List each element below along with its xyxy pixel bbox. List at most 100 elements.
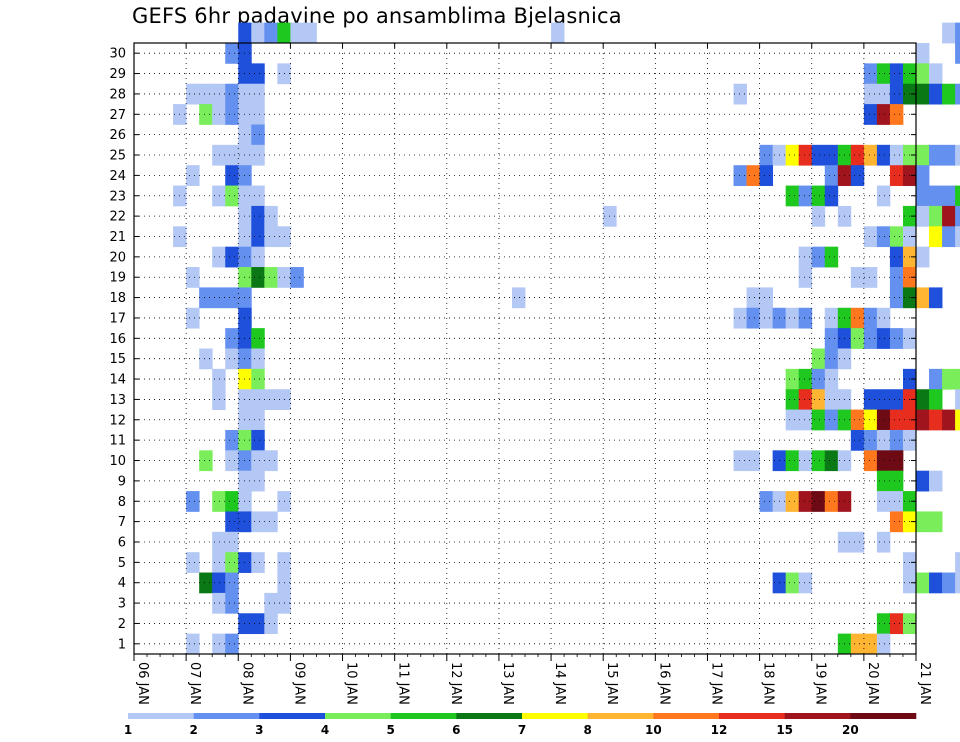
heatmap-cell xyxy=(889,450,904,472)
heatmap-cell xyxy=(251,552,265,573)
heatmap-cell xyxy=(889,389,904,410)
x-tick-label: 11 JAN xyxy=(396,662,411,705)
heatmap-cell xyxy=(824,328,839,349)
x-tick-label: 06 JAN xyxy=(135,662,150,705)
x-tick-label: 21 JAN xyxy=(917,662,932,705)
heatmap-cell xyxy=(824,491,839,512)
heatmap-cell xyxy=(225,552,239,573)
heatmap-cell xyxy=(798,450,813,472)
heatmap-cell xyxy=(811,348,826,370)
heatmap-cell xyxy=(264,613,278,635)
colorbar-label: 5 xyxy=(386,723,394,737)
heatmap-cell xyxy=(225,104,239,125)
heatmap-cell xyxy=(186,307,200,329)
heatmap-cell xyxy=(863,328,878,349)
heatmap-cell xyxy=(785,368,800,390)
heatmap-cell xyxy=(916,470,930,492)
heatmap-cell xyxy=(551,22,565,44)
heatmap-cell xyxy=(916,511,930,533)
heatmap-cell xyxy=(212,552,226,573)
heatmap-cell xyxy=(759,144,774,166)
heatmap-cell xyxy=(929,511,943,533)
heatmap-cell xyxy=(746,165,760,186)
heatmap-cell xyxy=(824,144,839,166)
heatmap-cell xyxy=(955,226,960,248)
heatmap-cell xyxy=(863,409,878,431)
heatmap-cell xyxy=(264,389,278,410)
heatmap-cell xyxy=(942,226,956,248)
heatmap-cell xyxy=(225,287,239,309)
heatmap-cell xyxy=(225,144,239,166)
y-tick-label: 25 xyxy=(109,149,126,164)
heatmap-cell xyxy=(186,633,200,655)
heatmap-cell xyxy=(225,348,239,370)
heatmap-cell xyxy=(785,185,800,207)
y-tick-label: 26 xyxy=(109,128,126,143)
heatmap-cell xyxy=(746,307,760,329)
colorbar-segment xyxy=(719,713,785,719)
heatmap-cell xyxy=(916,144,930,166)
heatmap-cell xyxy=(876,389,891,410)
y-tick-label: 6 xyxy=(118,535,126,550)
heatmap-cell xyxy=(876,226,891,248)
heatmap-cell xyxy=(251,83,265,105)
heatmap-cell xyxy=(785,572,800,594)
heatmap-cell xyxy=(251,348,265,370)
heatmap-cell xyxy=(212,83,226,105)
heatmap-cell xyxy=(186,165,200,186)
heatmap-cell xyxy=(824,450,839,472)
heatmap-cell xyxy=(746,287,760,309)
colorbar-label: 8 xyxy=(583,723,591,737)
heatmap-cell xyxy=(759,307,774,329)
y-tick-label: 9 xyxy=(118,474,126,489)
heatmap-cell xyxy=(942,205,956,227)
heatmap-cell xyxy=(225,531,239,553)
heatmap-cell xyxy=(824,307,839,329)
heatmap-cell xyxy=(212,287,226,309)
heatmap-cell xyxy=(876,409,891,431)
y-tick-label: 21 xyxy=(109,230,126,245)
heatmap-cell xyxy=(251,226,265,248)
heatmap-cell xyxy=(955,389,960,410)
heatmap-cell xyxy=(251,470,265,492)
heatmap-cell xyxy=(955,144,960,166)
y-tick-label: 13 xyxy=(109,393,126,408)
heatmap-cell xyxy=(251,246,265,268)
heatmap-cell xyxy=(876,531,891,553)
heatmap-cell xyxy=(811,144,826,166)
heatmap-cell xyxy=(889,165,904,186)
heatmap-cell xyxy=(251,124,265,146)
heatmap-cell xyxy=(238,22,252,44)
heatmap-cell xyxy=(863,389,878,410)
heatmap-cell xyxy=(811,368,826,390)
heatmap-cell xyxy=(942,572,956,594)
heatmap-cell xyxy=(889,491,904,512)
heatmap-cell xyxy=(733,450,747,472)
x-tick-label: 15 JAN xyxy=(604,662,619,705)
heatmap-cell xyxy=(212,491,226,512)
heatmap-cell xyxy=(929,144,943,166)
heatmap-cell xyxy=(942,22,956,44)
heatmap-cell xyxy=(811,246,826,268)
heatmap-cell xyxy=(785,450,800,472)
heatmap-cell xyxy=(916,287,930,309)
heatmap-cell xyxy=(929,205,943,227)
heatmap-cell xyxy=(290,267,304,288)
y-tick-label: 11 xyxy=(109,434,126,449)
heatmap-cell xyxy=(798,389,813,410)
heatmap-cell xyxy=(212,368,226,390)
heatmap-cell xyxy=(811,450,826,472)
heatmap-cell xyxy=(850,328,865,349)
heatmap-cell xyxy=(876,83,891,105)
heatmap-cell xyxy=(863,307,878,329)
heatmap-cell xyxy=(251,144,265,166)
heatmap-cell xyxy=(916,409,930,431)
heatmap-cell xyxy=(863,104,878,125)
heatmap-cell xyxy=(759,287,774,309)
heatmap-cell xyxy=(889,226,904,248)
heatmap-cell xyxy=(212,185,226,207)
colorbar-label: 1 xyxy=(124,723,132,737)
heatmap-cell xyxy=(186,267,200,288)
heatmap-cell xyxy=(850,307,865,329)
y-tick-label: 2 xyxy=(118,617,126,632)
